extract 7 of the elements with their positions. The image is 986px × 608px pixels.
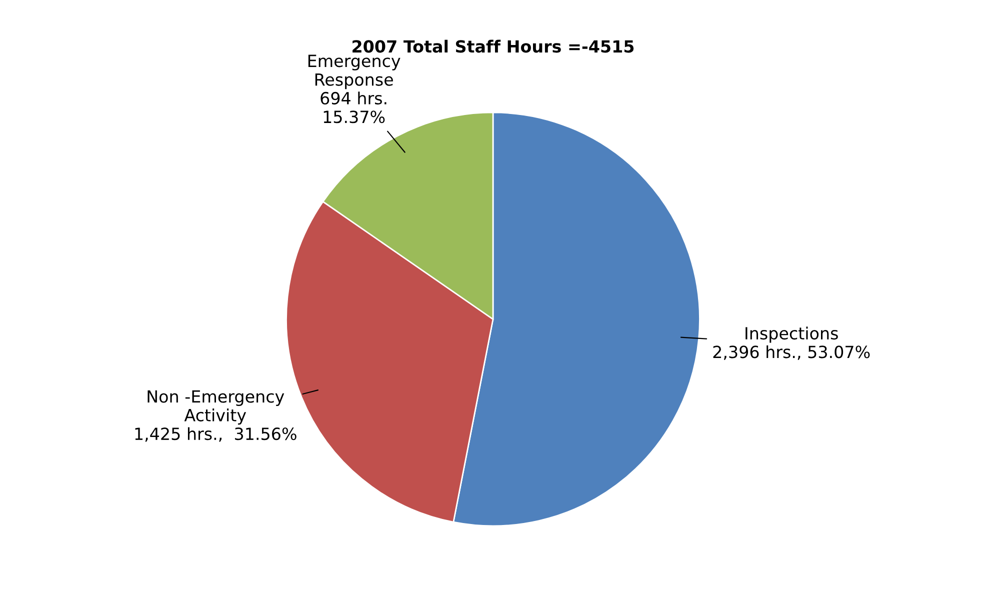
- data-label: 2,396 hrs., 53.07%: [713, 345, 870, 360]
- chart-title: 2007 Total Staff Hours =-4515: [352, 40, 634, 53]
- data-label: 1,425 hrs., 31.56%: [135, 427, 296, 442]
- slice-label: Non -Emergency Activity: [148, 390, 284, 425]
- data-label: 694 hrs. 15.37%: [320, 92, 386, 124]
- slice-label: Inspections: [746, 326, 838, 343]
- slice-label: Emergency Response: [308, 54, 400, 90]
